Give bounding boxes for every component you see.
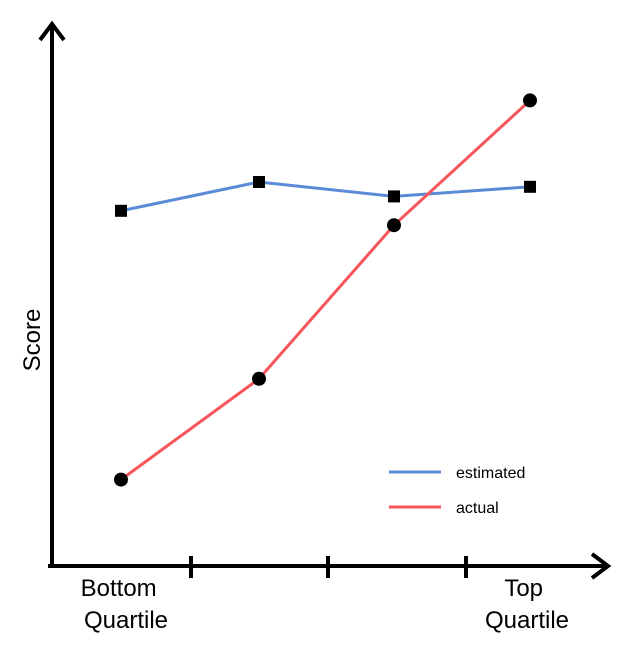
data-point-actual	[387, 218, 401, 233]
x-tick-label-bottom-quartile: Bottom Quartile	[81, 575, 168, 634]
series-estimated	[115, 176, 536, 217]
data-point-actual	[523, 93, 537, 108]
series-actual	[114, 93, 537, 487]
legend-label-estimated: estimated	[456, 465, 525, 482]
data-point-estimated	[388, 190, 400, 203]
data-point-estimated	[524, 180, 536, 193]
legend-label-actual: actual	[456, 500, 499, 517]
data-point-actual	[114, 472, 128, 487]
series-line-actual	[120, 99, 532, 481]
data-point-estimated	[115, 204, 127, 217]
x-axis-arrow	[590, 552, 612, 580]
series-line-estimated	[120, 180, 531, 213]
legend: estimated actual	[389, 465, 525, 517]
y-axis-arrow	[38, 20, 66, 42]
y-axis-label: Score	[19, 309, 46, 372]
axes	[38, 20, 612, 580]
data-point-actual	[252, 371, 266, 386]
series-layer	[114, 93, 537, 487]
data-point-estimated	[253, 176, 265, 188]
x-tick-label-top-quartile: Top Quartile	[485, 575, 569, 634]
